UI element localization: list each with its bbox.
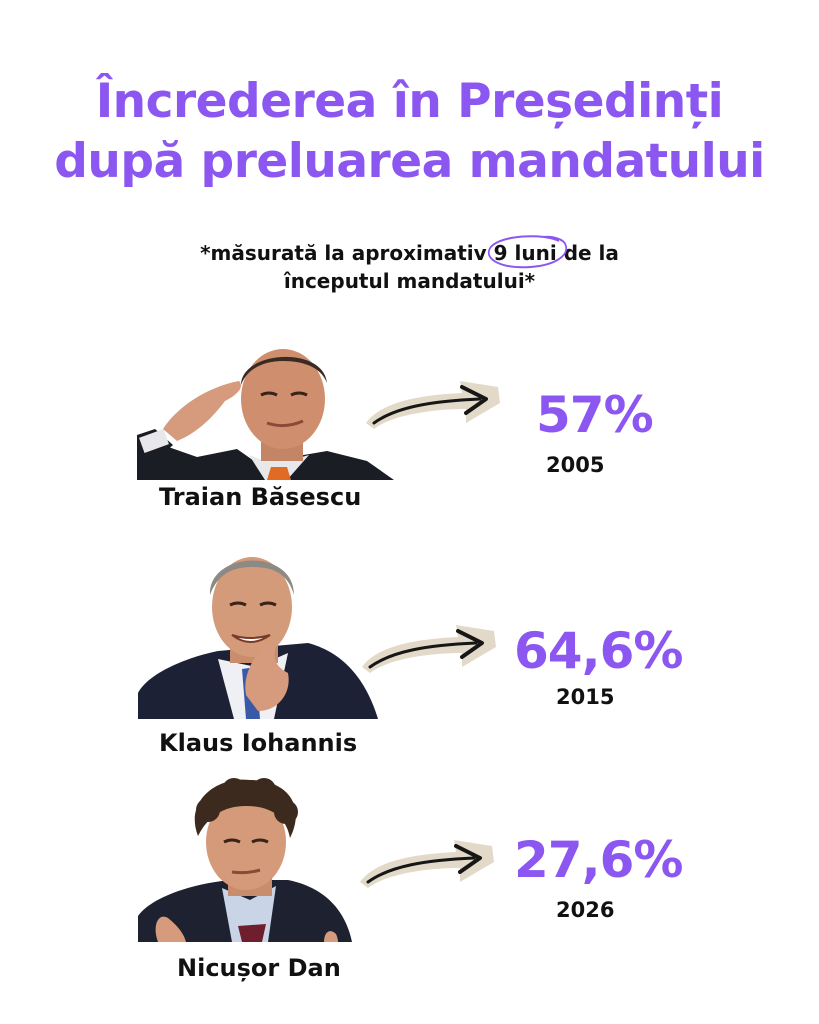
subtitle-circled-text: 9 luni — [493, 241, 557, 265]
subtitle-before: *măsurată la aproximativ — [200, 241, 487, 265]
circled-highlight: 9 luni — [487, 235, 567, 269]
page-title: Încrederea în Președinți după preluarea … — [0, 72, 819, 192]
portrait-basescu — [137, 337, 394, 480]
portrait-iohannis — [138, 543, 378, 719]
subtitle-line-1: *măsurată la aproximativ 9 luni de la — [0, 235, 819, 269]
subtitle: *măsurată la aproximativ 9 luni de la în… — [0, 235, 819, 295]
year-label: 2015 — [556, 685, 615, 709]
portrait-basescu-image — [137, 337, 394, 480]
president-name: Klaus Iohannis — [159, 729, 358, 757]
president-name: Traian Băsescu — [159, 483, 362, 511]
trust-value: 27,6% — [514, 831, 683, 889]
trust-value: 64,6% — [514, 622, 683, 680]
year-label: 2026 — [556, 898, 615, 922]
portrait-iohannis-image — [138, 543, 378, 719]
arrow-icon — [358, 619, 498, 679]
president-name: Nicușor Dan — [177, 954, 341, 982]
portrait-dan — [138, 776, 352, 942]
subtitle-line-2: începutul mandatului* — [283, 269, 536, 293]
year-label: 2005 — [546, 453, 605, 477]
title-line-2: după preluarea mandatului — [54, 134, 765, 189]
trust-value: 57% — [536, 386, 654, 444]
title-line-1: Încrederea în Președinți — [95, 74, 724, 129]
portrait-dan-image — [138, 776, 352, 942]
arrow-icon — [356, 834, 496, 894]
arrow-icon — [362, 375, 502, 435]
subtitle-after: de la — [563, 241, 619, 265]
